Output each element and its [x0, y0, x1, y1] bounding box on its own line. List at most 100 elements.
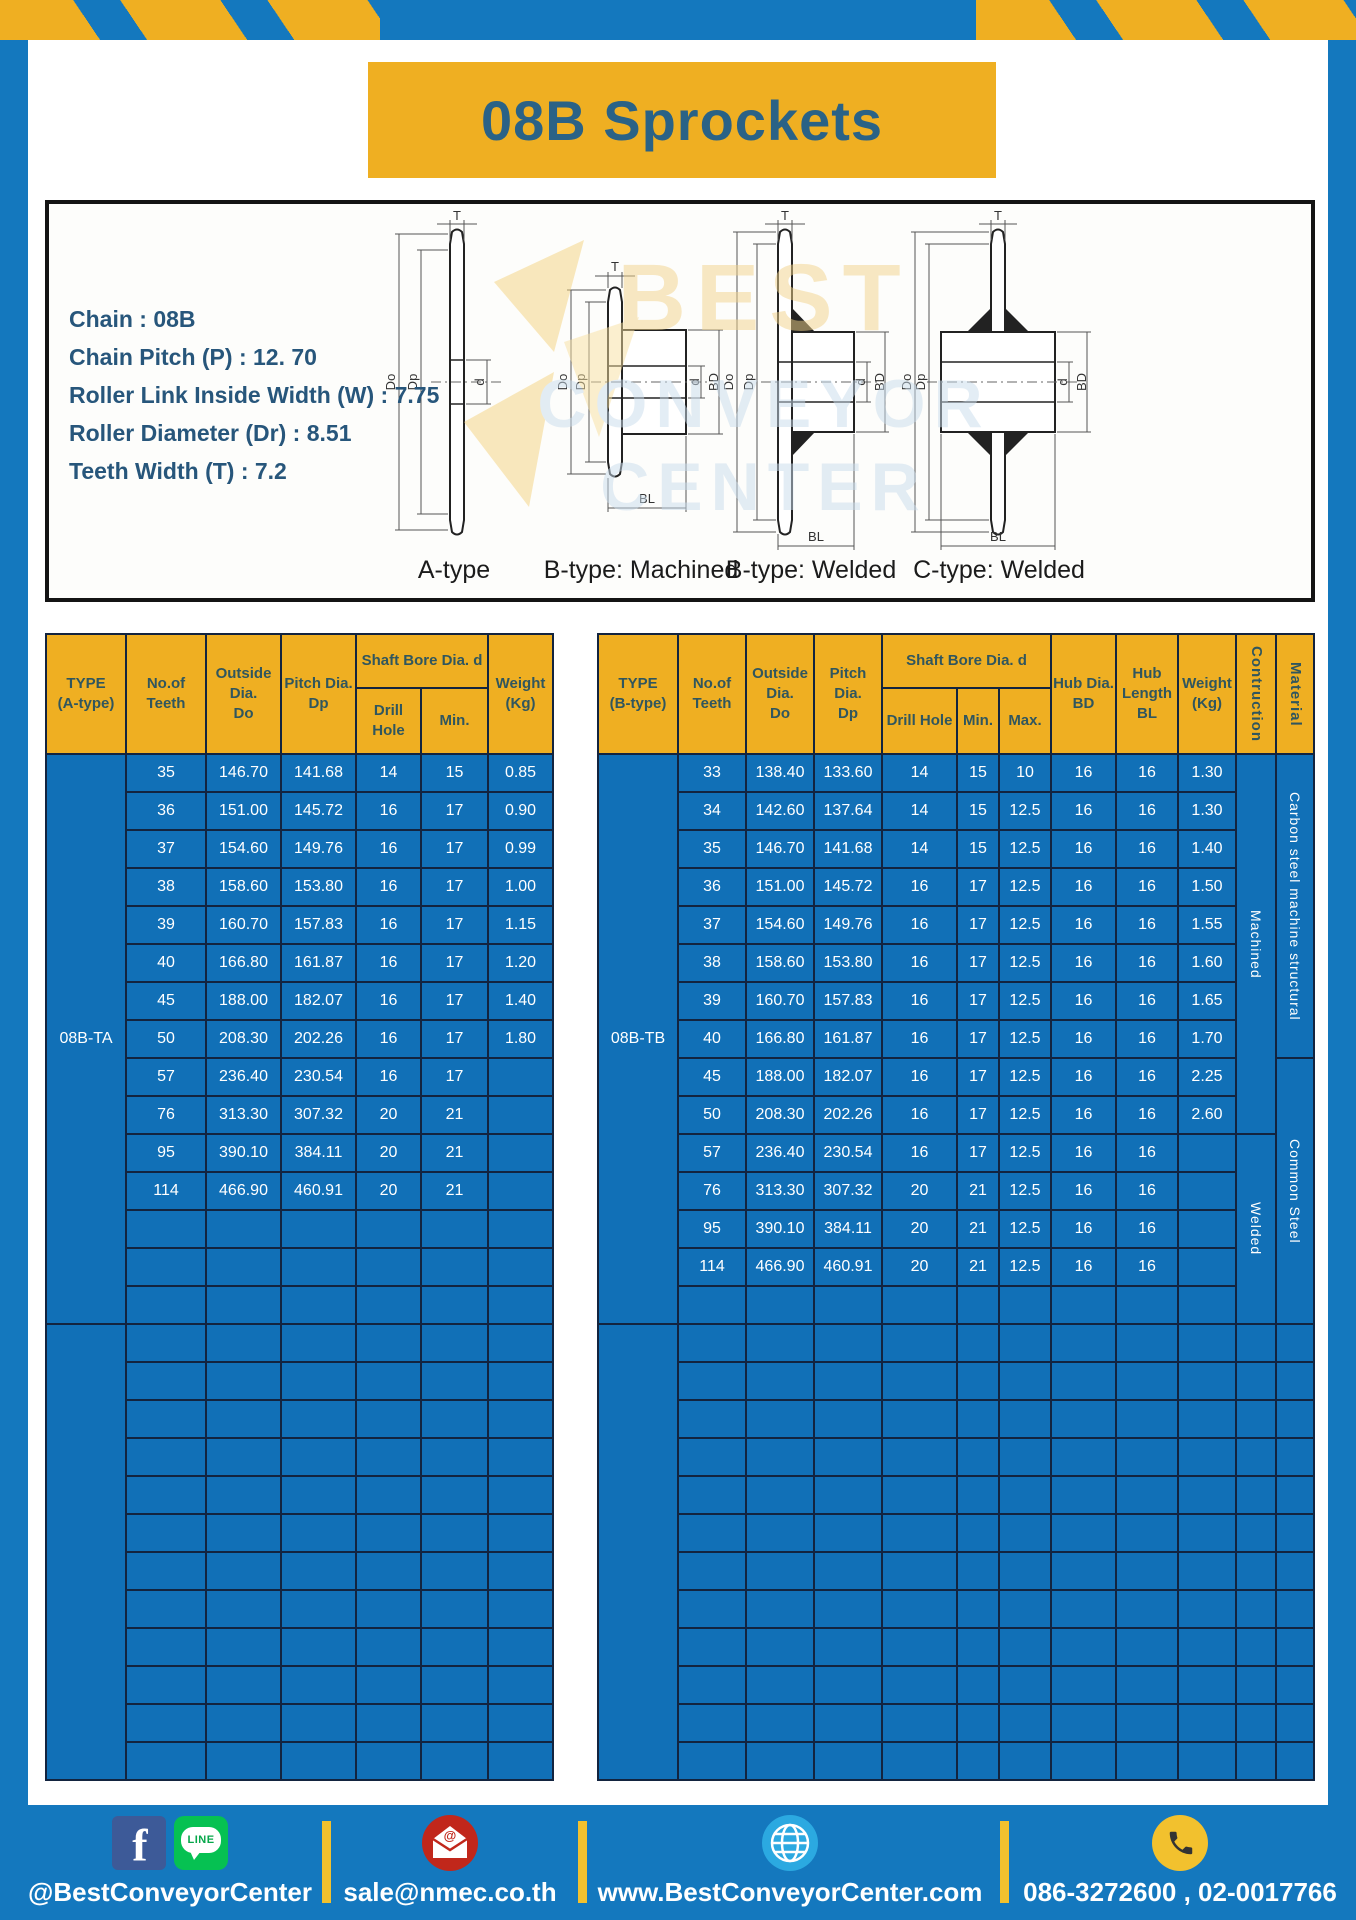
data-cell: 16	[1115, 1209, 1179, 1249]
data-cell: 154.60	[205, 829, 282, 869]
data-cell	[1050, 1741, 1117, 1781]
sprocket-table-b: TYPE (B-type) No.of Teeth Outside Dia. Do P…	[597, 633, 1315, 1781]
data-cell: 16	[1115, 943, 1179, 983]
social-handle-text: @BestConveyorCenter	[28, 1877, 312, 1907]
data-cell	[419, 1437, 490, 1477]
data-cell: 16	[881, 905, 958, 945]
data-cell: 12.5	[998, 867, 1052, 907]
data-cell: 17	[956, 1095, 1000, 1135]
data-cell: 16	[1050, 1019, 1117, 1059]
data-cell	[745, 1551, 815, 1591]
dim-t-label: T	[994, 210, 1002, 223]
data-cell: 12.5	[998, 1057, 1052, 1097]
data-cell: 37	[677, 905, 747, 945]
facebook-letter: f	[132, 1819, 148, 1871]
c-type-welded-sprocket-diagram: T Do Dp d BD BL	[899, 210, 1091, 550]
data-cell	[745, 1323, 815, 1363]
footer-social-group: f LINE @BestConveyorCenter	[20, 1813, 320, 1908]
data-cell	[205, 1437, 282, 1477]
table-row	[598, 1513, 1315, 1553]
data-cell	[1115, 1437, 1179, 1477]
footer-divider	[322, 1821, 331, 1903]
dim-bd-label: BD	[706, 373, 721, 391]
data-cell	[419, 1475, 490, 1515]
table-row: 45 188.00 182.07 16 17 12.5 16 16 2.25 Common Ste…	[598, 1057, 1315, 1325]
dim-t-label: T	[611, 259, 619, 274]
data-cell: 95	[125, 1133, 207, 1173]
data-cell	[745, 1399, 815, 1439]
col-type: TYPE (A-type)	[45, 633, 127, 755]
data-cell	[355, 1209, 422, 1249]
data-cell	[1050, 1589, 1117, 1629]
table-row: 37 154.60 149.76 16 17 12.5 16 16 1.55	[598, 905, 1314, 945]
data-cell: 36	[677, 867, 747, 907]
data-cell	[998, 1285, 1052, 1325]
col-material: Material	[1275, 633, 1315, 755]
data-cell: 158.60	[205, 867, 282, 907]
col-min: Min.	[419, 687, 490, 755]
data-cell: 21	[956, 1171, 1000, 1211]
data-cell: 157.83	[813, 981, 883, 1021]
data-cell: 16	[1050, 791, 1117, 831]
data-cell: 40	[677, 1019, 747, 1059]
data-cell: 1.50	[1177, 867, 1237, 907]
data-cell: 153.80	[280, 867, 357, 907]
data-cell: 16	[1050, 905, 1117, 945]
data-cell: 16	[1050, 1171, 1117, 1211]
data-cell	[745, 1741, 815, 1781]
data-cell: 17	[956, 1057, 1000, 1097]
table-row: 50 208.30 202.26 16 17 1.80	[46, 1019, 555, 1059]
data-cell: 14	[881, 829, 958, 869]
spec-line: Teeth Width (T) : 7.2	[69, 458, 287, 484]
data-cell	[280, 1741, 357, 1781]
material-cell	[1275, 1741, 1315, 1781]
table-row: 40 166.80 161.87 16 17 1.20	[46, 943, 555, 983]
data-cell	[956, 1703, 1000, 1743]
data-cell: 16	[1050, 1133, 1117, 1173]
data-cell: 15	[419, 753, 490, 793]
data-cell: 141.68	[280, 753, 357, 793]
data-cell	[419, 1323, 490, 1363]
data-cell	[487, 1627, 555, 1667]
data-cell	[1177, 1589, 1237, 1629]
construction-cell	[1235, 1703, 1277, 1743]
dim-bd-label: BD	[1074, 373, 1089, 391]
data-cell	[1177, 1209, 1237, 1249]
data-cell	[419, 1285, 490, 1325]
construction-cell	[1235, 1741, 1277, 1781]
data-cell	[813, 1665, 883, 1705]
data-cell	[280, 1437, 357, 1477]
data-cell	[1177, 1437, 1237, 1477]
data-cell: 45	[125, 981, 207, 1021]
table-row: 38 158.60 153.80 16 17 12.5 16 16 1.60	[598, 943, 1314, 983]
data-cell	[677, 1665, 747, 1705]
data-cell: 20	[881, 1171, 958, 1211]
footer-divider	[1000, 1821, 1009, 1903]
table-row	[598, 1703, 1315, 1743]
construction-cell: Welded	[1235, 1133, 1277, 1325]
data-cell: 17	[956, 1019, 1000, 1059]
construction-cell	[1235, 1399, 1277, 1439]
data-cell	[487, 1095, 555, 1135]
sprocket-table-a: TYPE (A-type) No.of Teeth Outside Dia. Do P…	[45, 633, 555, 1781]
phone-text: 086-3272600 , 02-0017766	[1023, 1877, 1337, 1907]
data-cell	[881, 1589, 958, 1629]
data-cell: 21	[419, 1171, 490, 1211]
data-cell	[419, 1361, 490, 1401]
data-cell	[745, 1627, 815, 1667]
data-cell: 313.30	[745, 1171, 815, 1211]
data-cell	[745, 1665, 815, 1705]
data-cell: 236.40	[205, 1057, 282, 1097]
data-cell: 0.90	[487, 791, 555, 831]
data-cell	[419, 1247, 490, 1287]
data-cell: 76	[677, 1171, 747, 1211]
data-cell	[205, 1247, 282, 1287]
data-cell: 17	[419, 1019, 490, 1059]
data-cell	[1177, 1171, 1237, 1211]
data-cell: 16	[355, 829, 422, 869]
data-cell	[487, 1285, 555, 1325]
table-row	[46, 1437, 555, 1477]
data-cell	[205, 1589, 282, 1629]
b-type-machined-label: B-type: Machined	[543, 556, 739, 584]
data-cell	[355, 1399, 422, 1439]
